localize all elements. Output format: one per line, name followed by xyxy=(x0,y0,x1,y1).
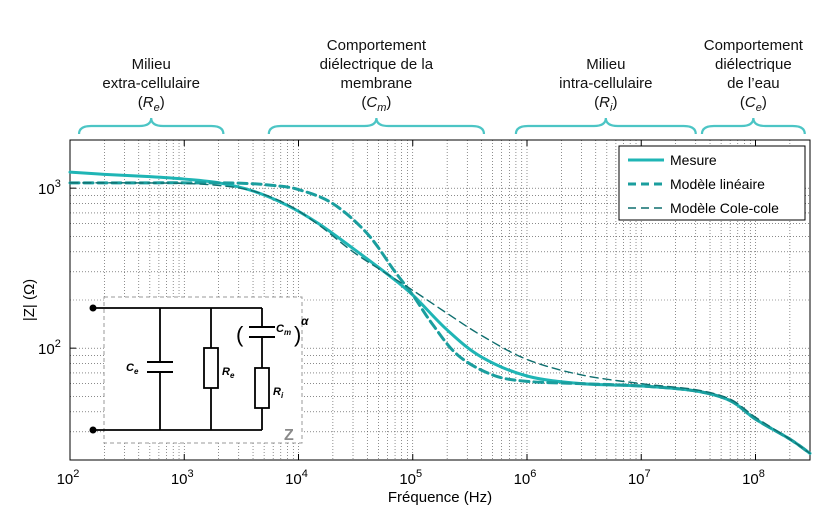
terminal-top xyxy=(89,304,97,312)
x-tick-label: 107 xyxy=(628,468,651,488)
region-brace-1 xyxy=(267,117,486,135)
x-tick-label: 104 xyxy=(285,468,308,488)
region-braces xyxy=(77,117,806,135)
x-axis-ticks: 102 103 104 105 106 107 108 xyxy=(57,140,765,488)
resistor-ri xyxy=(254,367,270,430)
x-tick-label: 105 xyxy=(399,468,422,488)
resistor-re xyxy=(203,308,219,430)
bracket-open: ( xyxy=(236,322,244,347)
x-axis-label: Fréquence (Hz) xyxy=(388,489,492,506)
x-tick-label: 108 xyxy=(742,468,765,488)
y-axis-ticks: 102 103 xyxy=(38,178,76,358)
series-line-2 xyxy=(69,182,811,455)
label-alpha: α xyxy=(301,314,309,328)
legend-box xyxy=(618,145,806,221)
series-line-1 xyxy=(68,181,812,455)
region-label-1: Comportement diélectrique de la membrane (C… xyxy=(319,37,434,114)
x-tick-label: 103 xyxy=(171,468,194,488)
circuit-inset: Ce Re ( ) Cm α Ri Z xyxy=(89,296,309,444)
region-label-0: Milieu extra-cellulaire (Re) xyxy=(102,56,200,114)
y-tick-label: 103 xyxy=(38,178,61,198)
x-tick-label: 106 xyxy=(514,468,537,488)
axes xyxy=(69,139,811,461)
plot-frame xyxy=(69,139,811,461)
region-brace-3 xyxy=(700,117,806,135)
legend: Mesure Modèle linéaire Modèle Cole-cole xyxy=(618,145,806,221)
region-label-2: Milieu intra-cellulaire (Ri) xyxy=(559,56,653,114)
legend-label-colecole: Modèle Cole-cole xyxy=(670,200,779,216)
region-label-3: Comportement diélectrique de l’eau (Ce) xyxy=(703,37,803,114)
x-tick-label: 102 xyxy=(57,468,80,488)
label-re: Re xyxy=(222,366,235,380)
label-z: Z xyxy=(284,427,294,444)
bracket-close: ) xyxy=(294,322,301,347)
label-ce: Ce xyxy=(126,362,139,376)
capacitor-cm xyxy=(249,308,275,368)
legend-label-lineaire: Modèle linéaire xyxy=(670,176,765,192)
series-lines xyxy=(68,170,812,455)
capacitor-ce xyxy=(147,308,173,430)
y-axis-label: |Z| (Ω) xyxy=(21,279,38,321)
y-tick-label: 102 xyxy=(38,338,61,358)
terminal-bottom xyxy=(89,426,97,434)
label-ri: Ri xyxy=(273,386,284,400)
label-cm: Cm xyxy=(276,323,291,337)
region-brace-0 xyxy=(77,117,225,135)
region-brace-2 xyxy=(514,117,697,135)
legend-label-mesure: Mesure xyxy=(670,152,717,168)
